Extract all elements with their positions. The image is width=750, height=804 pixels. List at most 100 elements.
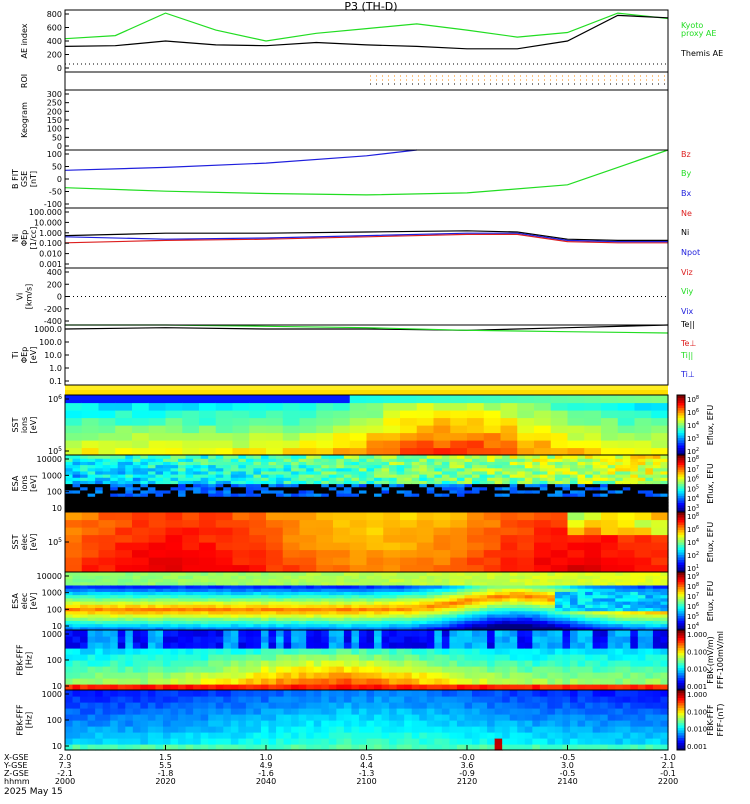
esa_ion-cell xyxy=(230,505,239,510)
fbk_fff2-cell xyxy=(110,720,119,727)
esa_ion-cell xyxy=(276,493,285,497)
esa_ion-cell xyxy=(479,496,488,500)
esa_ion-cell xyxy=(238,505,247,510)
fbk_fff1-cell xyxy=(306,684,315,691)
esa_elec-cell xyxy=(652,610,662,615)
esa_elec-cell xyxy=(502,591,511,596)
esa_elec-cell xyxy=(162,620,172,625)
esa_elec-cell xyxy=(140,588,149,592)
esa_ion-cell xyxy=(630,505,639,510)
fbk_fff1-cell xyxy=(366,630,375,637)
fbk_fff1-cell xyxy=(592,678,601,685)
fbk_fff2-cell xyxy=(215,696,224,703)
fbk_fff2-cell xyxy=(389,738,398,745)
sst_ion-cell xyxy=(81,395,100,404)
esa_ion-cell xyxy=(343,499,353,504)
esa_elec-cell xyxy=(479,575,488,580)
esa_ion-cell xyxy=(321,483,330,488)
esa_ion-cell xyxy=(110,486,119,491)
sst_elec-cell xyxy=(433,534,451,543)
fbk_fff2-cell xyxy=(396,726,405,733)
fbk_fff1-cell xyxy=(645,684,654,691)
esa_ion-cell xyxy=(102,461,111,466)
esa_ion-cell xyxy=(607,502,616,507)
sst_elec-cell xyxy=(199,549,217,558)
esa_ion-cell xyxy=(230,464,239,469)
fbk_fff1-cell xyxy=(178,666,187,673)
esa_ion-cell xyxy=(253,502,262,507)
sst_ion-cell xyxy=(266,410,284,419)
fbk_fff1-cell xyxy=(652,642,662,649)
fbk_fff1-cell xyxy=(117,648,126,655)
esa_ion-cell xyxy=(87,505,96,510)
esa_elec-cell xyxy=(562,572,571,576)
esa_elec-cell xyxy=(562,601,571,605)
fbk_fff2-cell xyxy=(517,738,526,745)
esa_ion-cell xyxy=(419,483,428,488)
esa_elec-cell xyxy=(419,572,428,576)
esa_ion-cell xyxy=(449,505,458,510)
esa_elec-cell xyxy=(178,588,187,592)
esa_elec-cell xyxy=(441,578,451,583)
esa_ion-cell xyxy=(268,461,277,466)
fbk_fff1-cell xyxy=(494,660,503,667)
esa_elec-cell xyxy=(592,601,601,605)
esa_elec-cell xyxy=(208,617,217,621)
esa_elec-cell xyxy=(660,581,669,586)
esa_ion-cell xyxy=(343,480,353,485)
fbk_fff1-cell xyxy=(419,630,428,637)
fbk_fff2-cell xyxy=(321,696,330,703)
fbk_fff2-cell xyxy=(328,720,337,727)
sst_elec-cell xyxy=(182,557,200,566)
esa_ion-cell xyxy=(193,458,202,462)
esa_elec-cell xyxy=(554,626,564,631)
fbk_fff2-cell xyxy=(313,690,322,697)
esa_elec-cell xyxy=(645,575,654,580)
esa_elec-cell xyxy=(366,591,375,596)
esa_ion-cell xyxy=(479,502,488,507)
esa_ion-cell xyxy=(517,458,526,462)
esa_ion-cell xyxy=(87,502,96,507)
esa_ion-cell xyxy=(80,502,89,507)
esa_elec-cell xyxy=(230,623,239,628)
esa_elec-cell xyxy=(358,604,368,609)
esa_elec-cell xyxy=(464,604,473,609)
esa_ion-cell xyxy=(509,464,518,469)
fbk_fff1-cell xyxy=(223,642,232,649)
fbk_fff1-cell xyxy=(532,642,541,649)
fbk_fff1-cell xyxy=(547,678,556,685)
fbk_fff2-cell xyxy=(517,744,526,751)
esa_elec-cell xyxy=(615,588,624,592)
esa_ion-cell xyxy=(592,496,601,500)
esa_ion-cell xyxy=(147,455,157,459)
esa_ion-cell xyxy=(509,483,518,488)
fbk_fff2-cell xyxy=(245,714,255,721)
sst_elec-cell xyxy=(584,527,602,536)
fbk_fff2-cell xyxy=(374,708,383,715)
esa_elec-cell xyxy=(404,620,413,625)
fbk_fff1-cell xyxy=(411,666,420,673)
esa_ion-cell xyxy=(245,458,255,462)
fbk_fff1-cell xyxy=(245,678,255,685)
esa_ion-cell xyxy=(434,455,443,459)
sst_ion-cell xyxy=(232,425,250,434)
esa_elec-cell xyxy=(426,613,435,618)
esa_elec-cell xyxy=(125,588,134,592)
esa_elec-cell xyxy=(562,620,571,625)
fbk_fff1-cell xyxy=(487,654,496,661)
esa_ion-cell xyxy=(487,464,496,469)
fbk_fff1-cell xyxy=(155,648,164,655)
fbk_fff2-cell xyxy=(170,720,179,727)
esa_ion-cell xyxy=(441,499,451,504)
fbk_fff1-cell xyxy=(185,654,194,661)
esa_elec-cell xyxy=(321,623,330,628)
fbk_fff1-cell xyxy=(411,642,420,649)
sst_elec-cell xyxy=(567,527,585,536)
fbk_fff2-cell xyxy=(419,720,428,727)
fbk_fff1-cell xyxy=(178,642,187,649)
esa_ion-cell xyxy=(328,474,337,478)
fbk_fff1-cell xyxy=(411,648,420,655)
fbk_fff2-cell xyxy=(260,744,270,751)
esa_elec-cell xyxy=(426,584,435,589)
esa_ion-cell xyxy=(645,464,654,469)
